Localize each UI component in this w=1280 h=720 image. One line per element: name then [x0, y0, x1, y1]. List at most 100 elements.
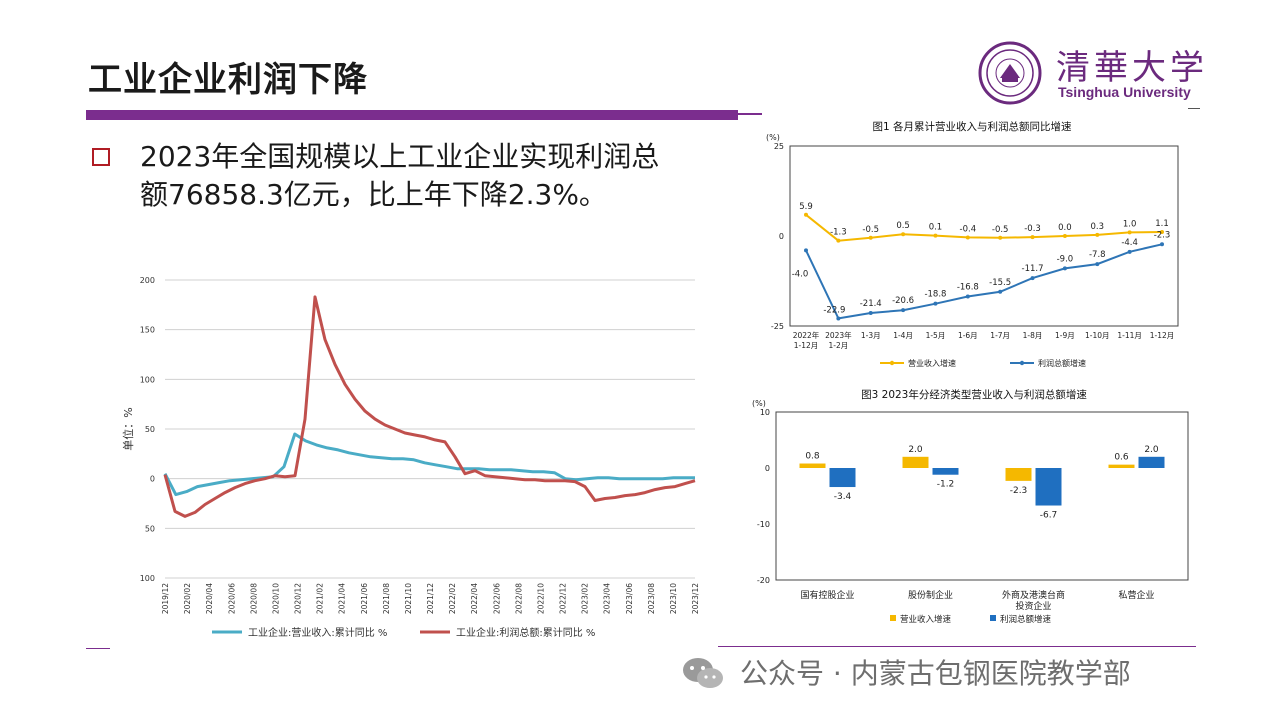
data-label: -6.7 — [1040, 511, 1058, 521]
bar — [1138, 456, 1165, 468]
data-label: 2.0 — [908, 445, 923, 455]
y-tick-label: 0 — [765, 464, 770, 473]
x-tick-label: 2019/12 — [161, 583, 170, 614]
left-line-chart: 100 50 0 50 100 150 200 单位：% 2019/12 2020/02 2020/… — [121, 276, 700, 639]
legend-marker — [889, 360, 895, 366]
fig1-line-chart: 图1 各月累计营业收入与利润总额同比增速(%)250-252022年1-12月2… — [766, 120, 1179, 368]
x-tick-label: 2023年 — [825, 330, 852, 340]
x-tick-label: 2022/10 — [536, 583, 545, 614]
series-point — [1062, 266, 1067, 271]
y-axis-label: 单位：% — [121, 407, 135, 450]
tsinghua-logo — [978, 41, 1042, 105]
data-label: -0.4 — [960, 224, 977, 234]
bar — [1108, 464, 1135, 468]
data-label: -2.3 — [1010, 486, 1028, 496]
data-label: -0.5 — [992, 225, 1009, 235]
data-label: -0.3 — [1024, 224, 1041, 234]
bar — [932, 468, 959, 475]
y-tick-label: -20 — [757, 576, 770, 585]
y-tick-label: 200 — [140, 276, 155, 285]
y-tick-label: 50 — [145, 425, 155, 434]
x-tick-label: 1-12月 — [1150, 331, 1175, 340]
x-tick-label: 1-5月 — [926, 331, 946, 340]
chart-title: 图1 各月累计营业收入与利润总额同比增速 — [872, 120, 1072, 133]
x-tick-label: 2022/06 — [492, 583, 501, 614]
x-tick-label: 2021/06 — [360, 583, 369, 614]
series-point — [965, 294, 970, 299]
data-label: -7.8 — [1089, 250, 1106, 260]
data-label: -1.2 — [937, 480, 955, 490]
plot-frame — [775, 411, 1189, 581]
bar — [902, 456, 929, 468]
series-line-1 — [805, 243, 1163, 320]
data-label: -9.0 — [1057, 254, 1074, 264]
title-underline-bar — [86, 110, 738, 120]
series-point — [804, 212, 808, 217]
x-tick-label: 2020/10 — [271, 583, 280, 614]
bullet-text: 2023年全国规模以上工业企业实现利润总额76858.3亿元，比上年下降2.3%… — [140, 140, 660, 211]
y-tick-label: -10 — [757, 520, 770, 529]
x-tick-label: 股份制企业 — [908, 589, 953, 601]
data-label: -4.0 — [792, 269, 809, 279]
legend-label: 工业企业:利润总额:累计同比 % — [456, 626, 595, 639]
bar — [799, 463, 826, 468]
series-point — [1030, 235, 1035, 240]
x-tick-label: 1-7月 — [990, 331, 1010, 340]
x-tick-label: 2023/12 — [691, 583, 700, 614]
bullet-square-icon — [92, 148, 110, 166]
title-underline-tail — [738, 113, 762, 115]
series-point — [1095, 232, 1100, 237]
series-point — [965, 235, 970, 240]
data-label: 0.3 — [1091, 222, 1105, 232]
legend-label: 利润总额增速 — [1038, 358, 1086, 368]
series-point — [868, 235, 873, 240]
x-tick-label: 1-2月 — [828, 341, 848, 350]
plot-frame — [789, 145, 1179, 327]
data-label: -11.7 — [1022, 264, 1044, 274]
x-tick-label: 2023/10 — [669, 583, 678, 614]
legend-swatch — [890, 615, 896, 621]
watermark-text: 公众号 · 内蒙古包钢医院教学部 — [740, 657, 1131, 690]
tsinghua-seal-icon — [978, 41, 1042, 105]
x-tick-label: 1-10月 — [1085, 331, 1110, 340]
x-tick-label: 2022年 — [793, 330, 820, 340]
x-tick-label: 2021/04 — [338, 583, 347, 614]
data-label: 0.8 — [805, 452, 820, 462]
x-tick-label: 私营企业 — [1118, 589, 1154, 601]
data-label: -3.4 — [834, 492, 852, 502]
series-point — [1160, 230, 1164, 235]
unit-label: (%) — [752, 399, 766, 408]
slide-title: 工业企业利润下降 — [88, 60, 368, 100]
x-tick-label: 1-9月 — [1055, 331, 1075, 340]
x-tick-label: 投资企业 — [1015, 600, 1051, 612]
series-line-0 — [163, 432, 695, 497]
x-tick-label: 1-4月 — [893, 331, 913, 340]
chart-title: 图3 2023年分经济类型营业收入与利润总额增速 — [861, 388, 1087, 401]
y-tick-label: 150 — [140, 326, 155, 335]
data-label: -15.5 — [989, 278, 1011, 288]
y-tick-label: 0 — [779, 232, 784, 241]
data-label: -18.8 — [924, 290, 946, 300]
bar — [1005, 468, 1032, 481]
y-tick-label: 0 — [150, 475, 155, 484]
series-point — [868, 311, 873, 316]
series-point — [1127, 249, 1132, 254]
legend-label: 营业收入增速 — [900, 614, 952, 625]
x-tick-label: 2021/10 — [404, 583, 413, 614]
x-tick-label: 2021/08 — [382, 583, 391, 614]
data-label: -0.5 — [862, 225, 879, 235]
series-point — [933, 233, 938, 238]
data-label: -1.3 — [830, 228, 847, 238]
x-tick-label: 2023/04 — [603, 583, 612, 614]
unit-label: (%) — [766, 133, 780, 142]
series-point — [1127, 230, 1132, 235]
x-tick-label: 国有控股企业 — [800, 589, 854, 601]
series-line-1 — [163, 295, 696, 518]
data-label: 1.0 — [1123, 219, 1137, 229]
x-tick-label: 2020/06 — [227, 583, 236, 614]
y-tick-label: 100 — [140, 574, 155, 583]
x-tick-label: 外商及港澳台商 — [1002, 589, 1065, 601]
y-tick-label: 100 — [140, 375, 155, 384]
series-point — [804, 248, 808, 253]
series-point — [901, 308, 906, 313]
